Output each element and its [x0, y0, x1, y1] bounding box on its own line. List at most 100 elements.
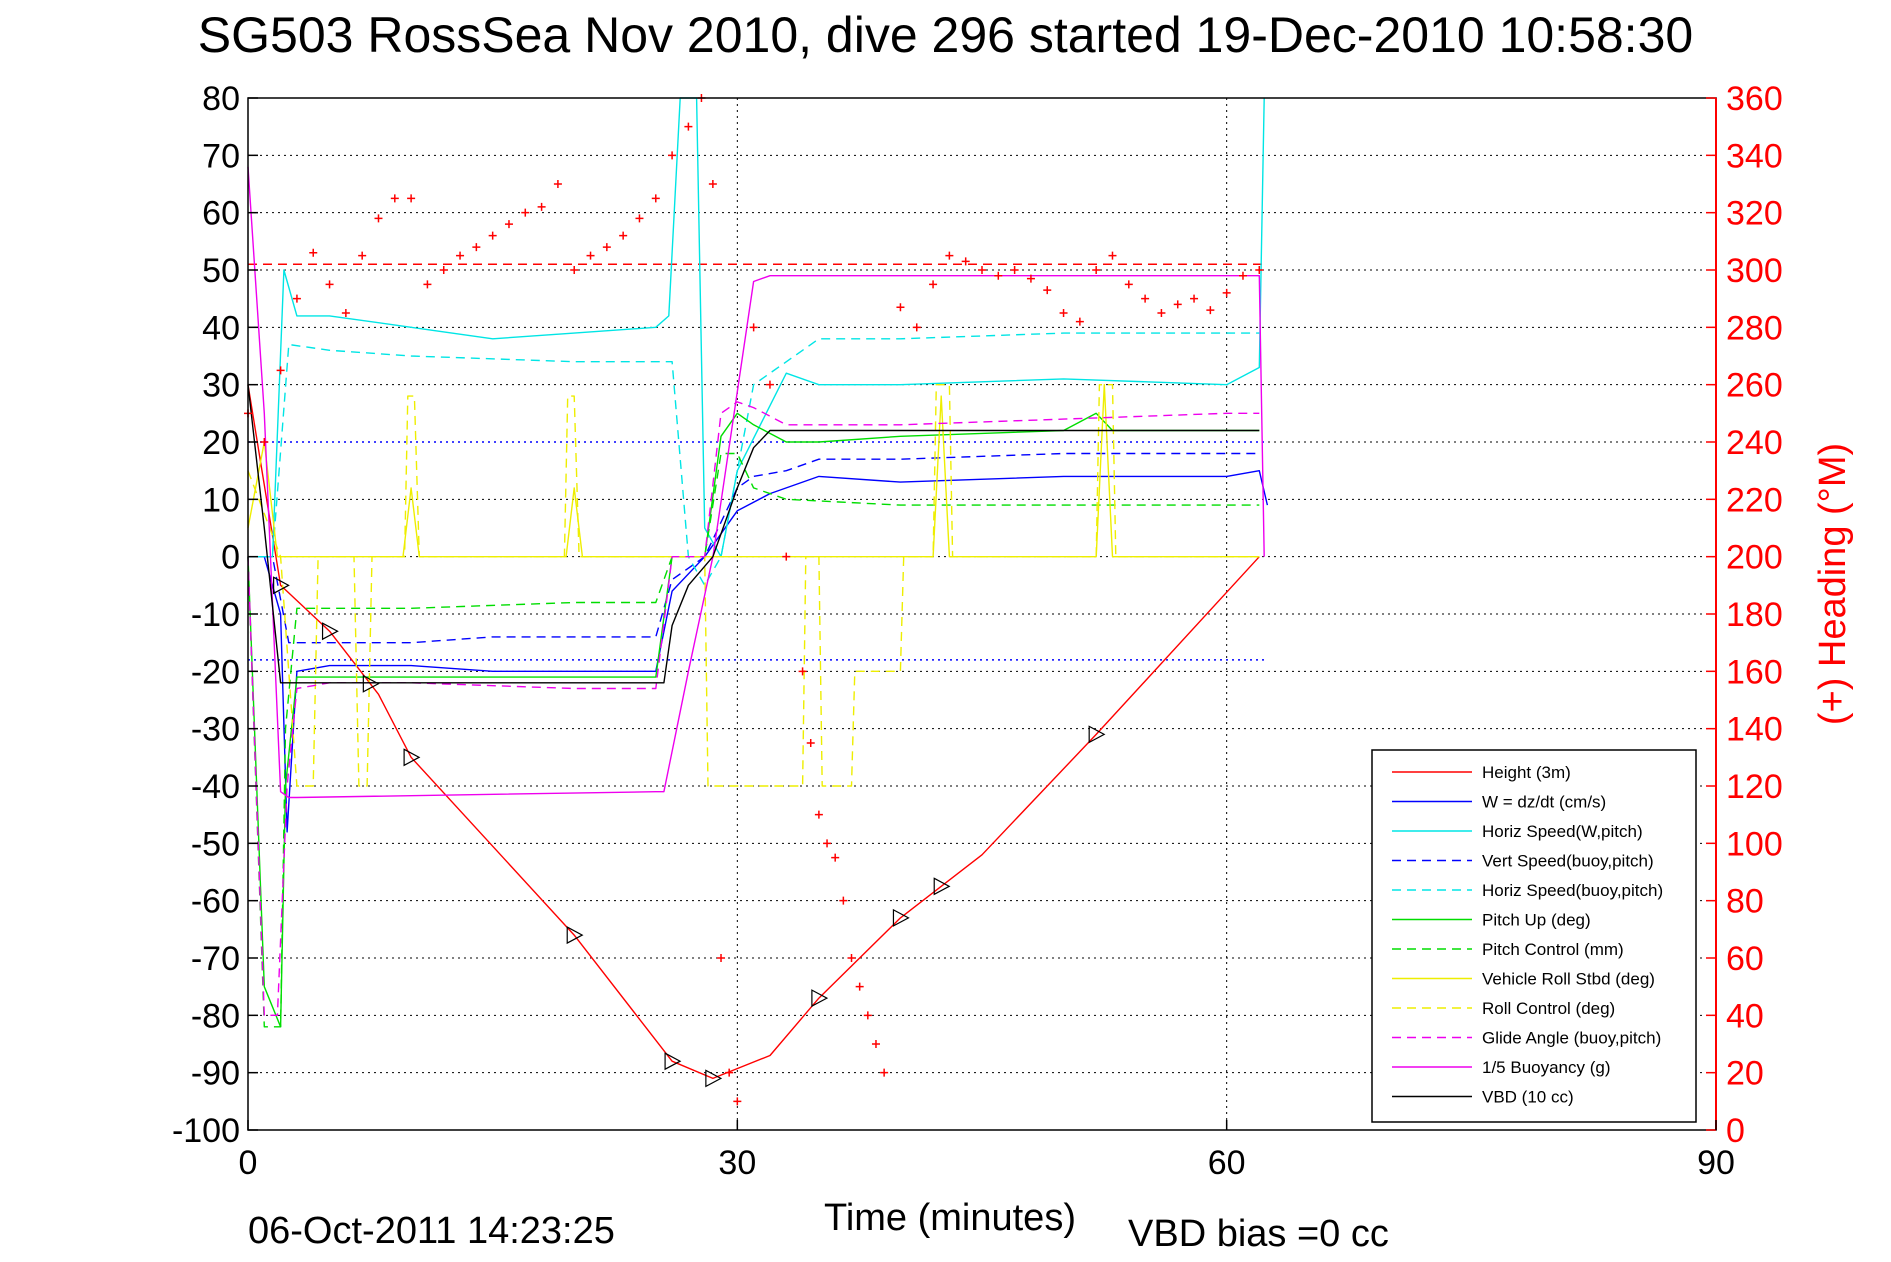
y2-tick-label: 240 — [1726, 424, 1783, 462]
heading-point — [276, 366, 285, 375]
heading-point — [847, 954, 856, 962]
y2-tick-label: 360 — [1726, 80, 1783, 118]
y-tick-label: -30 — [191, 711, 240, 749]
heading-point — [1238, 271, 1247, 280]
heading-point — [733, 1097, 742, 1106]
heading-point — [619, 231, 628, 240]
heading-point — [423, 280, 432, 289]
heading-point — [602, 243, 611, 252]
y-tick-label: -90 — [191, 1055, 240, 1093]
heading-point — [1010, 266, 1019, 274]
x-tick-label: 90 — [1697, 1144, 1735, 1182]
series-line — [247, 452, 1260, 1028]
heading-point — [586, 251, 595, 260]
heading-point — [635, 214, 644, 223]
heading-point — [325, 280, 334, 289]
heading-point — [749, 323, 758, 332]
heading-point — [863, 1011, 872, 1020]
y2-tick-label: 0 — [1726, 1112, 1745, 1150]
series-line — [247, 401, 1260, 1016]
timestamp-label: 06-Oct-2011 14:23:25 — [248, 1210, 615, 1252]
y2-tick-label: 340 — [1726, 137, 1783, 175]
heading-point — [823, 839, 832, 848]
legend-entry: VBD (10 cc) — [1482, 1088, 1574, 1107]
heading-point — [570, 266, 579, 274]
heading-point — [871, 1040, 880, 1048]
triangle-marker — [403, 748, 421, 767]
y-tick-label: 0 — [221, 539, 240, 577]
heading-point — [668, 151, 677, 160]
legend-entry: Roll Control (deg) — [1482, 999, 1615, 1018]
y2-tick-label: 320 — [1726, 195, 1783, 233]
heading-markers — [244, 94, 1264, 1106]
heading-point — [537, 202, 546, 211]
heading-point — [390, 194, 399, 203]
triangle-marker — [811, 989, 829, 1008]
y2-tick-label: 200 — [1726, 539, 1783, 577]
heading-point — [806, 739, 815, 747]
heading-point — [912, 323, 921, 332]
y2-tick-label: 280 — [1726, 309, 1783, 347]
legend-entry: Height (3m) — [1482, 763, 1571, 782]
heading-point — [374, 214, 383, 223]
triangle-marker — [933, 877, 951, 896]
y-tick-label: -100 — [172, 1112, 240, 1150]
legend-entry: Glide Angle (buoy,pitch) — [1482, 1029, 1661, 1048]
triangle-marker — [664, 1052, 682, 1071]
heading-point — [1173, 300, 1182, 309]
x-tick-label: 30 — [718, 1144, 756, 1182]
series-line — [247, 166, 1265, 799]
y2-tick-label: 40 — [1726, 997, 1764, 1035]
legend-entry: Pitch Control (mm) — [1482, 940, 1624, 959]
heading-point — [765, 380, 774, 389]
heading-point — [407, 194, 416, 203]
heading-point — [1206, 306, 1215, 315]
y2-tick-label: 20 — [1726, 1055, 1764, 1093]
heading-point — [1124, 280, 1133, 289]
y2-tick-label: 80 — [1726, 883, 1764, 921]
heading-point — [782, 552, 791, 561]
chart-title: SG503 RossSea Nov 2010, dive 296 started… — [197, 7, 1694, 63]
heading-point — [684, 122, 693, 131]
y-tick-label: 50 — [202, 252, 240, 290]
heading-point — [831, 853, 840, 862]
y2-tick-label: 260 — [1726, 367, 1783, 405]
heading-point — [978, 266, 986, 274]
legend-layer: Height (3m) W = dz/dt (cm/s) Horiz Speed(W… — [1371, 749, 1697, 1123]
axes-layer: -100-90-80-70-60-50-40-30-20-10010203040… — [172, 80, 1854, 1239]
heading-point — [725, 1068, 734, 1077]
heading-point — [292, 294, 301, 303]
legend-box — [1371, 749, 1697, 1123]
heading-point — [855, 982, 864, 991]
vbd-bias-label: VBD bias =0 cc — [1128, 1213, 1389, 1255]
y-tick-label: 10 — [202, 481, 240, 519]
series-line — [248, 470, 1269, 833]
y-tick-label: -60 — [191, 883, 240, 921]
heading-point — [1190, 294, 1199, 303]
y-tick-label: -50 — [191, 825, 240, 863]
y-tick-label: 70 — [202, 137, 240, 175]
legend-entry: 1/5 Buoyancy (g) — [1482, 1058, 1611, 1077]
heading-point — [880, 1068, 889, 1077]
triangle-marker — [321, 622, 339, 641]
heading-point — [341, 309, 350, 317]
heading-point — [472, 243, 481, 252]
heading-point — [1157, 309, 1166, 317]
heading-point — [814, 810, 823, 819]
heading-point — [1141, 294, 1150, 303]
series-line — [247, 384, 1260, 684]
y2-tick-label: 60 — [1726, 940, 1764, 978]
y2-tick-label: 300 — [1726, 252, 1783, 290]
heading-point — [1108, 251, 1117, 260]
y-tick-label: -20 — [191, 653, 240, 691]
heading-point — [1222, 288, 1231, 297]
heading-point — [553, 180, 562, 188]
y-tick-label: -80 — [191, 997, 240, 1035]
y2-tick-label: 120 — [1726, 768, 1783, 806]
y2-tick-label: 220 — [1726, 481, 1783, 519]
heading-point — [1043, 286, 1052, 295]
heading-point — [1059, 309, 1068, 317]
triangle-marker — [1088, 725, 1106, 744]
heading-point — [456, 251, 465, 260]
heading-point — [439, 266, 448, 274]
